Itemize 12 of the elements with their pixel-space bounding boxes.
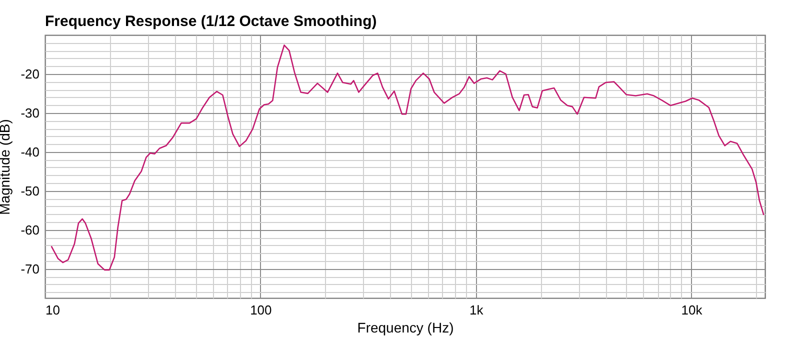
x-tick-label: 10 <box>46 302 60 318</box>
y-tick-label: -20 <box>20 66 40 82</box>
y-tick-label: -60 <box>20 222 40 238</box>
x-tick-label: 10k <box>681 302 703 318</box>
chart-title: Frequency Response (1/12 Octave Smoothing) <box>45 13 377 30</box>
x-tick-label: 100 <box>250 302 272 318</box>
y-tick-label: -30 <box>20 105 40 120</box>
y-tick-label: -70 <box>20 261 40 276</box>
y-tick-label: -50 <box>20 183 40 198</box>
x-axis-title: Frequency (Hz) <box>357 320 454 336</box>
y-tick-label: -40 <box>20 144 40 160</box>
x-tick-label: 1k <box>469 302 484 318</box>
